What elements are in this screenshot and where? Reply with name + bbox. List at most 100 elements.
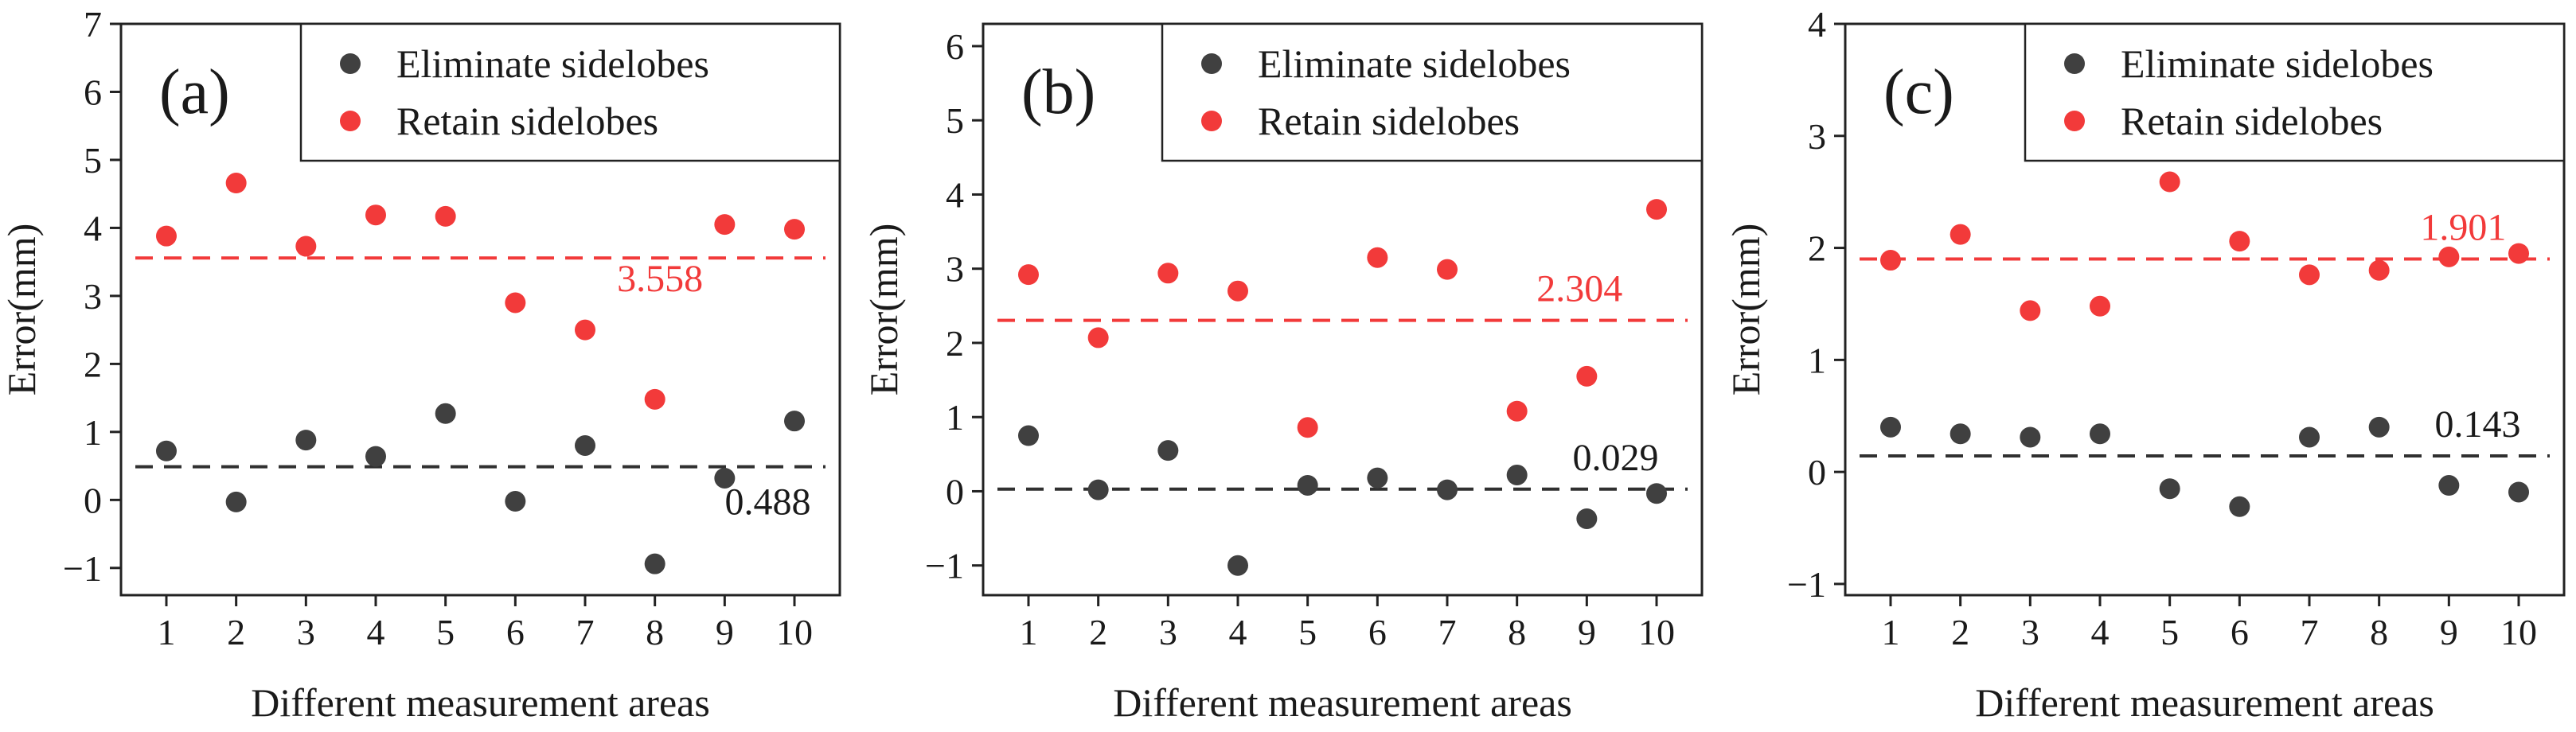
retain-point [1879,250,1901,271]
eliminate-point [1017,425,1039,446]
y-tick-label: 4 [946,174,964,215]
mean-label-eliminate: 0.488 [725,481,811,524]
legend: Eliminate sidelobes Retain sidelobes [2024,22,2566,162]
eliminate-point [714,467,736,489]
x-tick-label: 10 [1638,612,1675,652]
eliminate-point [1087,479,1109,500]
x-tick-label: 6 [506,612,525,652]
retain-point [714,214,736,236]
retain-point [2368,259,2390,281]
legend-entry: Eliminate sidelobes [396,41,709,86]
retain-point [1017,264,1039,286]
legend-frame [1161,22,1704,162]
eliminate-point [1646,483,1668,504]
eliminate-point [2229,496,2250,517]
eliminate-point [784,411,806,432]
eliminate-point [155,440,177,461]
y-tick-label: 2 [84,344,102,384]
retain-point [1227,280,1248,302]
y-tick-label: 6 [84,72,102,112]
retain-point [155,225,177,247]
y-axis-label: Error(mm) [861,224,906,396]
panel-label: (b) [1021,57,1095,127]
legend-marker [1201,111,1222,131]
eliminate-point [365,446,386,467]
y-tick-label: 1 [1808,340,1826,380]
retain-point [2229,231,2250,252]
retain-point [505,292,526,313]
eliminate-point [1157,440,1179,461]
eliminate-point [644,553,665,574]
legend-entry: Eliminate sidelobes [1258,41,1571,86]
eliminate-point [1367,467,1388,489]
retain-point [1646,199,1668,220]
retain-point [1157,263,1179,284]
y-tick-label: −1 [1787,564,1826,605]
x-tick-label: 1 [1881,612,1899,652]
legend-marker [2064,111,2085,131]
retain-point [1576,365,1598,387]
x-tick-label: 8 [2370,612,2388,652]
retain-point [225,173,247,194]
x-tick-label: 7 [2301,612,2319,652]
y-tick-label: 7 [84,4,102,45]
x-tick-label: 8 [1508,612,1526,652]
eliminate-point [1297,474,1318,496]
x-tick-label: 3 [297,612,315,652]
x-tick-label: 9 [1578,612,1596,652]
eliminate-point [2299,426,2320,448]
x-tick-label: 10 [776,612,813,652]
eliminate-point [2438,475,2460,496]
panel-3: −1 0 1 2 3 4 1 2 3 4 5 6 7 8 9 10 Different measurement … [1723,4,2566,725]
x-tick-label: 6 [1368,612,1387,652]
legend-frame [299,22,841,162]
legend-entry: Retain sidelobes [396,99,658,143]
retain-point [2438,246,2460,267]
x-tick-label: 1 [157,612,175,652]
y-tick-label: 1 [84,412,102,453]
retain-point [1950,224,1971,245]
retain-point [1437,259,1458,280]
y-tick-label: 5 [946,100,964,141]
y-tick-label: 3 [84,276,102,317]
legend-frame [2024,22,2566,162]
eliminate-point [575,434,596,456]
eliminate-point [2089,423,2110,445]
x-tick-label: 9 [716,612,734,652]
y-tick-label: 2 [1808,228,1826,269]
x-tick-label: 2 [1089,612,1107,652]
panel-label: (a) [159,57,230,127]
y-tick-label: 0 [1808,452,1826,493]
x-axis-label: Different measurement areas [1113,680,1572,725]
x-tick-label: 4 [366,612,384,652]
eliminate-point [505,491,526,512]
x-tick-label: 1 [1019,612,1037,652]
legend-entry: Retain sidelobes [2121,99,2383,143]
legend: Eliminate sidelobes Retain sidelobes [299,22,841,162]
x-axis-label: Different measurement areas [1975,680,2434,725]
retain-point [2159,171,2180,193]
eliminate-point [2508,481,2530,503]
x-tick-label: 6 [2231,612,2249,652]
y-tick-label: 3 [1808,116,1826,157]
y-tick-label: 4 [1808,4,1826,45]
x-axis-label: Different measurement areas [251,680,710,725]
x-tick-label: 4 [2090,612,2109,652]
mean-label-retain: 2.304 [1536,268,1622,310]
eliminate-point [1576,508,1598,529]
panel-label: (c) [1883,57,1954,127]
eliminate-point [1879,416,1901,438]
eliminate-point [295,430,317,451]
mean-label-eliminate: 0.029 [1572,437,1658,479]
retain-point [644,388,665,410]
mean-label-retain: 3.558 [617,258,703,300]
y-axis-label: Error(mm) [0,224,44,396]
eliminate-point [435,403,456,424]
y-tick-label: 5 [84,140,102,181]
retain-point [1087,327,1109,348]
retain-point [1506,400,1528,422]
retain-point [1367,247,1388,268]
x-tick-label: 3 [2021,612,2039,652]
y-tick-label: −1 [925,546,964,586]
eliminate-point [2159,478,2180,500]
